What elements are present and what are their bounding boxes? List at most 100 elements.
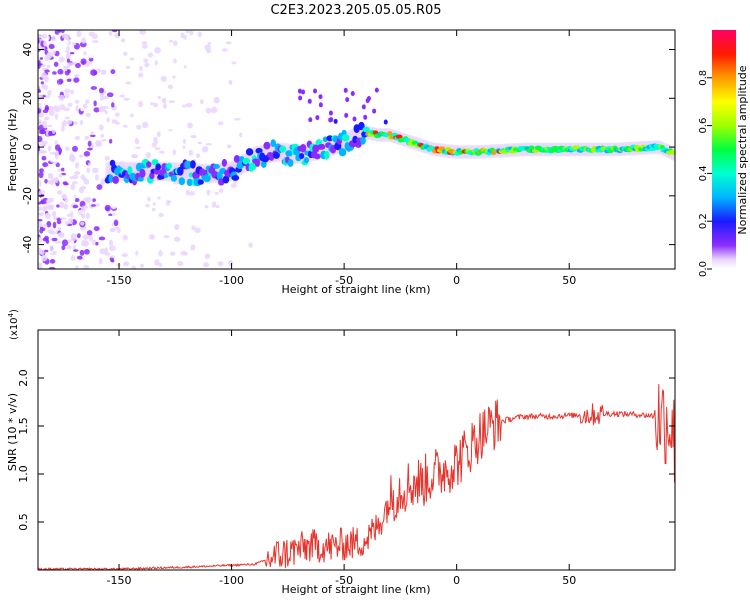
spectrogram-noise-cell (43, 197, 48, 201)
snr-x-tick-label: -50 (335, 574, 353, 587)
spectrogram-noise-cell (183, 34, 187, 40)
spectrogram-noise-cell (214, 192, 220, 195)
spectrogram-noise-cell (139, 241, 144, 247)
spectrogram-noise-cell (87, 140, 92, 147)
spectrogram-noise-cell (204, 205, 209, 209)
spectrogram-noise-cell (64, 93, 70, 99)
spectrogram-noise-cell (46, 220, 52, 228)
spectrogram-ridge-outlier (344, 112, 349, 118)
spectrogram-noise-cell (154, 147, 161, 151)
spectrogram-noise-cell (122, 234, 128, 241)
spectrogram-noise-cell (157, 196, 161, 200)
spectrogram-ridge-cell (287, 158, 294, 167)
spectrogram-noise-cell (116, 227, 121, 234)
spectrogram-noise-cell (133, 92, 137, 99)
spectrogram-noise-cell (178, 204, 183, 211)
spectrogram-noise-cell (228, 79, 233, 85)
spectrogram-noise-cell (39, 57, 44, 60)
spectrogram-ridge-outlier (383, 119, 388, 125)
spectrogram-noise-cell (213, 96, 220, 104)
colorbar-label: Normalized spectral amplitude (736, 65, 749, 234)
spectrogram-noise-cell (81, 37, 87, 44)
spectrogram-noise-cell (158, 262, 163, 268)
spectrogram-noise-cell (72, 204, 79, 209)
spectrogram-ridge-cell (166, 162, 173, 169)
spectrogram-ridge-outlier (372, 108, 377, 114)
spectrogram-noise-cell (66, 119, 73, 125)
spectrogram-noise-cell (38, 171, 44, 179)
spectrogram-noise-cell (182, 104, 187, 108)
spectrogram-ridge-cell (272, 151, 280, 159)
spectrogram-ridge-cell (137, 176, 144, 182)
spectrogram-noise-cell (44, 249, 49, 253)
spectrogram-ridge-outlier (350, 91, 355, 97)
spectrogram-noise-cell (58, 56, 65, 63)
spectrogram-noise-cell (184, 44, 190, 49)
spectrogram-noise-cell (113, 219, 119, 227)
spectrogram-noise-cell (189, 30, 194, 36)
spectrogram-noise-cell (98, 124, 104, 131)
spectrogram-noise-cell (69, 51, 75, 55)
snr-x-tick-label: 0 (453, 574, 460, 587)
spectrogram-noise-cell (39, 226, 44, 230)
spectrogram-noise-cell (58, 94, 65, 102)
spectrogram-noise-cell (131, 265, 137, 269)
spectrogram-noise-cell (75, 62, 81, 69)
spectrogram-noise-cell (47, 89, 52, 96)
snr-x-label: Height of straight line (km) (281, 583, 430, 596)
spectrogram-noise-cell (84, 135, 90, 141)
spectrogram-noise-cell (101, 139, 107, 142)
spectrogram-noise-cell (49, 178, 56, 186)
spectrogram-ridge-cell (255, 147, 263, 154)
spectrogram-noise-cell (168, 128, 173, 132)
spectrogram-noise-cell (100, 95, 104, 101)
spectrogram-noise-cell (82, 234, 90, 240)
snr-y-tick-label: 1.5 (17, 417, 30, 435)
spectrogram-noise-cell (38, 196, 41, 203)
spectrogram-noise-cell (49, 256, 56, 261)
spectrogram-noise-cell (202, 262, 210, 268)
spectrogram-ridge-cell (170, 175, 178, 182)
spectrogram-ridge-cell (248, 162, 257, 171)
spectrogram-x-tick-label: -100 (219, 274, 244, 287)
spectrogram-noise-cell (104, 204, 111, 212)
spectrogram-noise-cell (73, 61, 77, 65)
spectrogram-noise-cell (43, 40, 48, 47)
snr-panel: -150 -100 -50 0 50 0.5 1.0 1.5 2.0 Height of st… (6, 309, 676, 596)
spectrogram-noise-cell (74, 171, 81, 175)
spectrogram-noise-cell (80, 106, 85, 112)
spectrogram-noise-cell (109, 245, 116, 251)
spectrogram-noise-cell (38, 206, 43, 212)
spectrogram-noise-cell (190, 244, 196, 251)
spectrogram-noise-cell (38, 236, 43, 243)
spectrogram-noise-cell (137, 100, 144, 108)
spectrogram-noise-cell (139, 30, 146, 35)
spectrogram-noise-cell (49, 152, 57, 155)
spectrogram-noise-cell (58, 32, 63, 36)
spectrogram-noise-cell (42, 162, 48, 168)
spectrogram-noise-cell (39, 250, 45, 256)
spectrogram-noise-cell (95, 68, 102, 73)
spectrogram-noise-cell (63, 65, 68, 72)
spectrogram-ridge-cell (341, 134, 350, 142)
spectrogram-noise-cell (134, 137, 140, 145)
spectrogram-noise-cell (168, 100, 176, 104)
spectrogram-noise-cell (73, 249, 79, 252)
spectrogram-y-tick-label: 40 (21, 43, 34, 57)
colorbar-tick-label: 0.2 (698, 213, 709, 229)
spectrogram-y-ticks: -40 -20 0 20 40 (21, 43, 675, 254)
spectrogram-noise-cell (100, 178, 106, 185)
spectrogram-noise-cell (248, 242, 253, 248)
spectrogram-noise-cell (103, 105, 109, 110)
spectrogram-noise-cell (151, 207, 156, 212)
spectrogram-noise-cell (108, 213, 113, 217)
spectrogram-noise-cell (234, 117, 241, 121)
spectrogram-ridge-cell (528, 145, 535, 150)
spectrogram-noise-cell (148, 234, 155, 240)
spectrogram-noise-cell (39, 190, 46, 194)
spectrogram-noise-cell (72, 174, 79, 180)
spectrogram-noise-cell (44, 205, 52, 210)
spectrogram-noise-cell (38, 262, 42, 267)
spectrogram-noise-cell (38, 102, 42, 106)
spectrogram-noise-cell (80, 213, 86, 219)
